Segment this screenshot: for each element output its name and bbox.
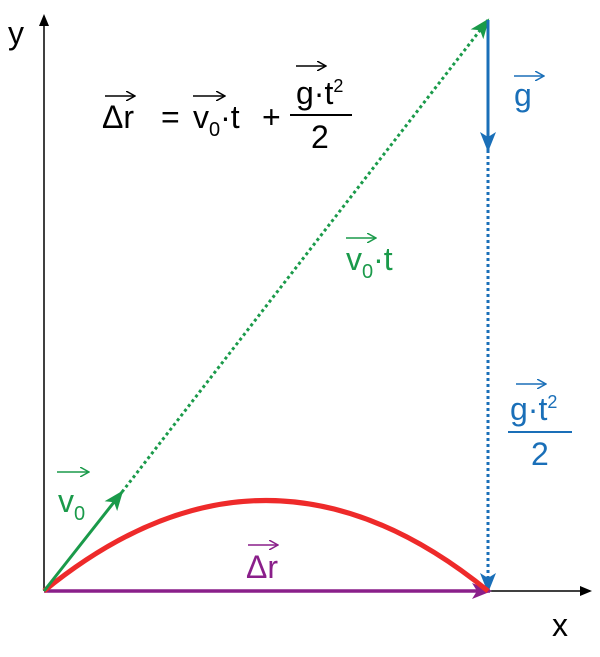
formula: Δr = v0·t + g·t2 2 <box>102 66 352 155</box>
displacement-label: Δr <box>246 545 278 585</box>
gt2-label: g·t2 2 <box>508 384 572 472</box>
svg-text:=: = <box>161 99 180 135</box>
svg-text:g·t2: g·t2 <box>510 391 557 427</box>
v0t-label: v0·t <box>346 238 393 283</box>
x-axis-label: x <box>552 607 568 643</box>
svg-text:g·t2: g·t2 <box>296 75 343 111</box>
svg-text:+: + <box>262 99 281 135</box>
svg-text:Δr: Δr <box>102 99 134 135</box>
svg-text:2: 2 <box>531 436 549 472</box>
y-axis-label: y <box>8 15 24 51</box>
g-label: g <box>514 76 544 113</box>
trajectory-curve <box>42 498 490 593</box>
svg-text:v0: v0 <box>58 483 85 525</box>
svg-text:v0·t: v0·t <box>346 241 393 283</box>
svg-text:Δr: Δr <box>246 549 278 585</box>
svg-text:2: 2 <box>311 119 329 155</box>
v0-vector <box>42 490 124 592</box>
svg-text:v0·t: v0·t <box>193 99 240 141</box>
v0-label: v0 <box>57 472 89 525</box>
svg-text:g: g <box>514 77 532 113</box>
